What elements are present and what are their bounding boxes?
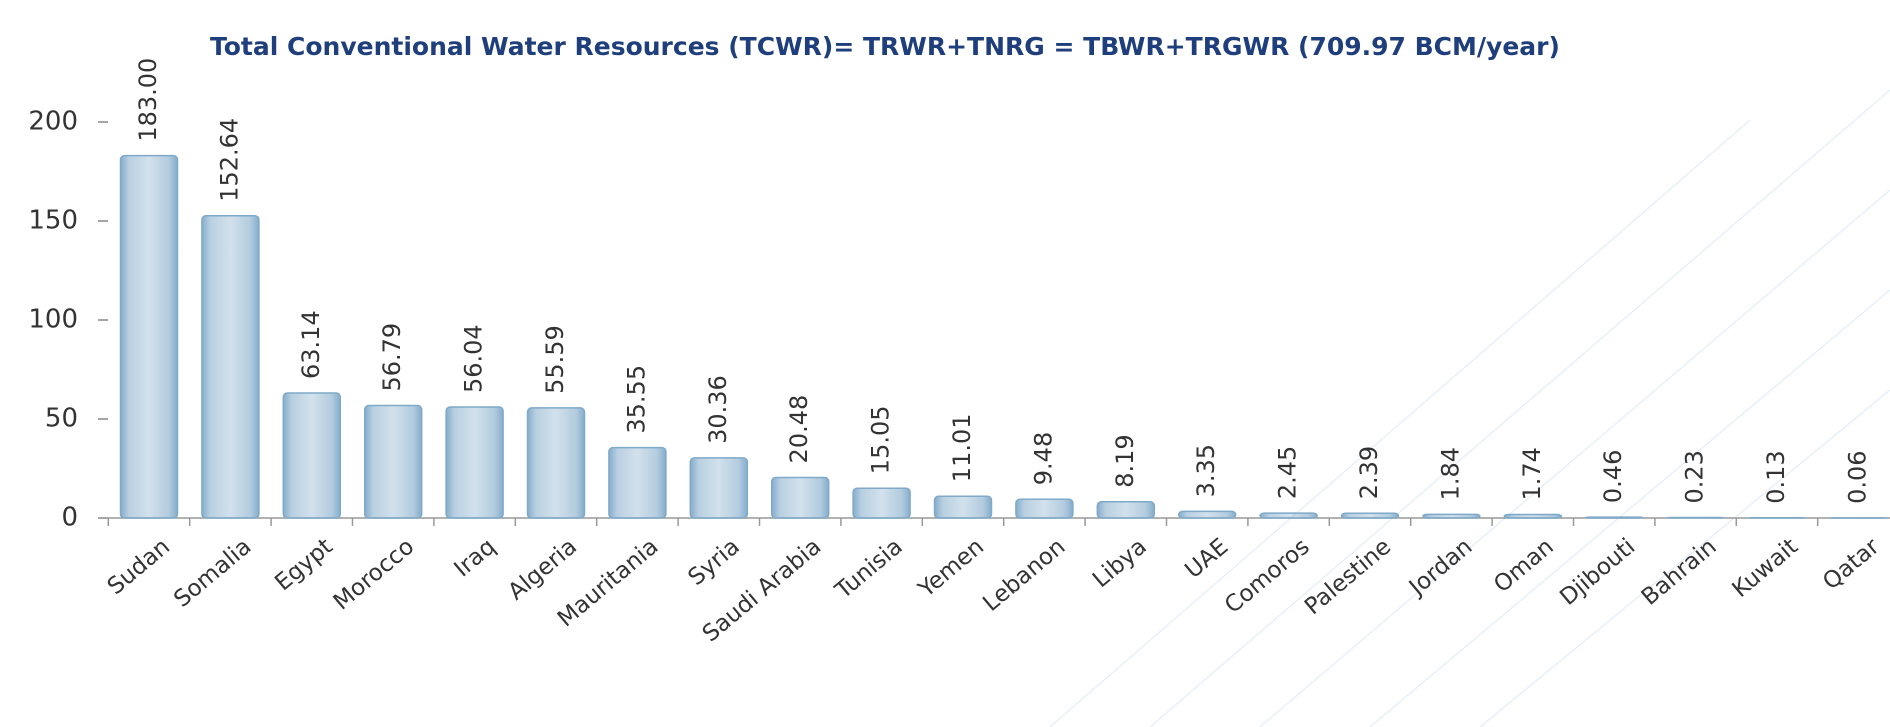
value-label: 2.39 bbox=[1355, 446, 1383, 499]
value-label: 1.74 bbox=[1518, 447, 1546, 500]
value-label: 2.45 bbox=[1274, 446, 1302, 499]
x-tick-label: Palestine bbox=[1300, 534, 1396, 621]
x-tick-label: Bahrain bbox=[1637, 534, 1722, 611]
x-tick-label: Comoros bbox=[1220, 534, 1315, 619]
bar bbox=[119, 154, 179, 519]
bar bbox=[363, 404, 423, 519]
x-tick-label: Yemen bbox=[913, 534, 989, 604]
value-label: 8.19 bbox=[1111, 434, 1139, 487]
value-label: 1.84 bbox=[1436, 447, 1464, 500]
value-label: 9.48 bbox=[1029, 432, 1057, 485]
value-label: 56.79 bbox=[378, 323, 406, 392]
value-label: 30.36 bbox=[704, 375, 732, 444]
value-label: 11.01 bbox=[948, 413, 976, 482]
x-tick-label: Algeria bbox=[503, 534, 582, 606]
value-label: 0.06 bbox=[1843, 450, 1871, 503]
bar bbox=[445, 406, 504, 519]
bar bbox=[1584, 516, 1644, 519]
value-label: 0.13 bbox=[1762, 450, 1790, 503]
chart-title: Total Conventional Water Resources (TCWR… bbox=[210, 32, 1560, 61]
value-label: 183.00 bbox=[134, 58, 162, 142]
x-tick-label: Sudan bbox=[103, 534, 175, 600]
bar bbox=[933, 495, 993, 519]
x-tick-label: Tunisia bbox=[830, 534, 908, 605]
bar bbox=[689, 457, 749, 519]
bar bbox=[1422, 513, 1481, 519]
bar bbox=[282, 392, 342, 519]
x-tick-label: Oman bbox=[1489, 534, 1559, 598]
bar bbox=[1096, 501, 1156, 519]
x-tick-label: UAE bbox=[1180, 534, 1233, 584]
y-tick-label: 50 bbox=[45, 404, 78, 434]
bar bbox=[770, 476, 830, 519]
bar bbox=[201, 215, 260, 519]
bar bbox=[1503, 513, 1563, 519]
x-tick-label: Libya bbox=[1088, 534, 1152, 593]
y-tick-label: 200 bbox=[28, 107, 78, 137]
x-tick-label: Djibouti bbox=[1555, 534, 1640, 611]
value-label: 63.14 bbox=[297, 310, 325, 379]
bar bbox=[1015, 498, 1074, 519]
value-label: 35.55 bbox=[622, 365, 650, 434]
bar bbox=[852, 487, 911, 519]
bar bbox=[1340, 512, 1400, 519]
x-tick-label: Iraq bbox=[449, 534, 500, 583]
value-label: 0.23 bbox=[1681, 450, 1709, 503]
y-tick-label: 0 bbox=[61, 503, 78, 533]
x-tick-label: Morocco bbox=[329, 534, 419, 616]
value-label: 20.48 bbox=[785, 395, 813, 464]
value-label: 3.35 bbox=[1192, 444, 1220, 497]
bar bbox=[526, 407, 586, 519]
bar bbox=[1259, 512, 1318, 519]
y-tick-label: 100 bbox=[28, 305, 78, 335]
x-tick-label: Somalia bbox=[169, 534, 256, 613]
value-label: 15.05 bbox=[867, 405, 895, 474]
y-tick-label: 150 bbox=[28, 206, 78, 236]
value-label: 0.46 bbox=[1599, 450, 1627, 503]
bar bbox=[608, 446, 667, 519]
bar bbox=[1177, 510, 1237, 519]
value-label: 55.59 bbox=[541, 325, 569, 394]
value-label: 56.04 bbox=[460, 324, 488, 393]
value-label: 152.64 bbox=[215, 118, 243, 202]
x-tick-label: Qatar bbox=[1818, 533, 1885, 595]
x-tick-label: Egypt bbox=[270, 534, 338, 597]
background-decoration bbox=[1049, 89, 1890, 727]
x-tick-label: Lebanon bbox=[978, 534, 1070, 617]
x-tick-label: Kuwait bbox=[1727, 534, 1803, 603]
x-tick-label: Jordan bbox=[1403, 534, 1477, 602]
x-tick-label: Syria bbox=[684, 534, 745, 591]
